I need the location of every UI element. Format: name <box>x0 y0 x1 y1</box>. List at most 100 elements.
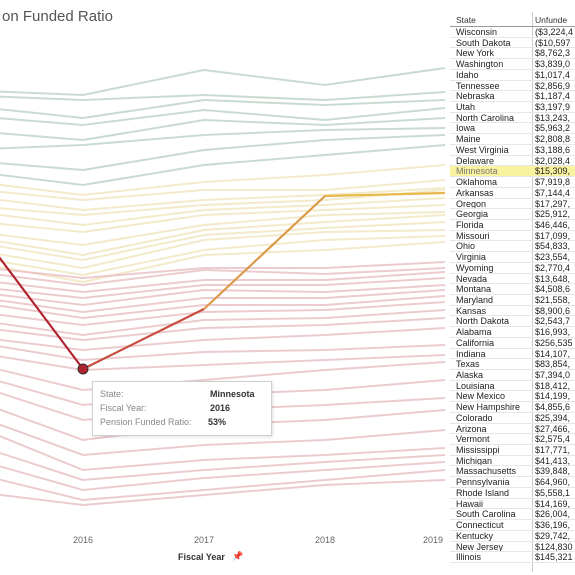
table-row[interactable]: Nevada $13,648, <box>450 274 575 285</box>
table-row[interactable]: Arkansas $7,144,4 <box>450 188 575 199</box>
pin-icon[interactable]: 📌 <box>232 551 244 561</box>
table-row[interactable]: Minnesota $15,309, <box>450 166 575 178</box>
table-row[interactable]: Missouri $17,099, <box>450 231 575 242</box>
background-series-line[interactable] <box>0 277 446 300</box>
table-row[interactable]: Delaware $2,028,4 <box>450 156 575 167</box>
background-series-line[interactable] <box>0 440 446 482</box>
table-row[interactable]: New Jersey $124,830 <box>450 542 575 553</box>
table-row[interactable]: Florida $46,446, <box>450 220 575 231</box>
background-series-line[interactable] <box>0 284 446 307</box>
background-series-line[interactable] <box>0 197 446 227</box>
table-row[interactable]: Alaska $7,394,0 <box>450 370 575 381</box>
background-series-line[interactable] <box>0 235 446 277</box>
table-row[interactable]: Georgia $25,912, <box>450 209 575 220</box>
background-series-line[interactable] <box>0 469 446 502</box>
background-series-line[interactable] <box>0 455 446 492</box>
table-row[interactable]: Louisiana $18,412, <box>450 381 575 392</box>
background-series-line[interactable] <box>0 360 446 392</box>
background-series-line[interactable] <box>0 214 446 257</box>
table-row[interactable]: North Dakota $2,543,7 <box>450 316 575 328</box>
table-row[interactable]: Indiana $14,107, <box>450 349 575 360</box>
table-row[interactable]: Maryland $21,558, <box>450 295 575 306</box>
background-series-line[interactable] <box>0 410 446 457</box>
table-row[interactable]: Massachusetts $39,848, <box>450 466 575 478</box>
background-series-line[interactable] <box>0 479 446 507</box>
highlighted-series-line[interactable] <box>0 191 446 375</box>
table-row[interactable]: Oklahoma $7,919,8 <box>450 177 575 188</box>
table-row[interactable]: Hawaii $14,169, <box>450 499 575 510</box>
table-row[interactable]: South Dakota ($10,597 <box>450 38 575 49</box>
table-row[interactable]: New York $8,762,3 <box>450 48 575 60</box>
background-series-line[interactable] <box>0 350 446 372</box>
table-row[interactable]: Kentucky $29,742, <box>450 531 575 542</box>
background-series-line[interactable] <box>0 420 446 472</box>
background-series-line[interactable] <box>0 189 446 217</box>
background-series-line[interactable] <box>0 221 446 262</box>
table-row[interactable]: Illinois $145,321 <box>450 552 575 563</box>
table-row[interactable]: Texas $83,854, <box>450 359 575 370</box>
background-series-line[interactable] <box>0 309 446 337</box>
highlighted-series-segment[interactable] <box>82 308 205 370</box>
table-row[interactable]: Ohio $54,833, <box>450 241 575 253</box>
background-series-line[interactable] <box>0 107 446 127</box>
background-series-line[interactable] <box>0 340 446 362</box>
table-row[interactable]: Tennessee $2,856,9 <box>450 81 575 92</box>
table-row[interactable]: South Carolina $26,004, <box>450 509 575 521</box>
table-row[interactable]: Kansas $8,900,6 <box>450 306 575 317</box>
background-series-line[interactable] <box>0 271 446 294</box>
background-series-line[interactable] <box>0 91 446 102</box>
highlighted-series-segment[interactable] <box>324 191 446 198</box>
table-row[interactable]: California $256,535 <box>450 338 575 349</box>
chart-title: on Funded Ratio <box>2 8 113 25</box>
table-row[interactable]: Montana $4,508,6 <box>450 284 575 295</box>
background-series-line[interactable] <box>0 187 446 212</box>
state-cell: Missouri <box>456 230 490 241</box>
table-row[interactable]: West Virginia $3,188,6 <box>450 145 575 156</box>
background-series-line[interactable] <box>0 127 446 150</box>
table-row[interactable]: Oregon $17,297, <box>450 199 575 210</box>
background-series-line[interactable] <box>0 98 446 120</box>
background-series-line[interactable] <box>0 211 446 247</box>
table-row[interactable]: Connecticut $36,196, <box>450 520 575 531</box>
background-series-line[interactable] <box>0 261 446 280</box>
background-series-line[interactable] <box>0 67 446 97</box>
table-row[interactable]: Nebraska $1,187,4 <box>450 91 575 103</box>
unfunded-cell: $26,004, <box>535 509 571 520</box>
table-row[interactable]: North Carolina $13,243, <box>450 113 575 124</box>
table-row[interactable]: Mississippi $17,771, <box>450 445 575 456</box>
table-row[interactable]: New Hampshire $4,855,6 <box>450 402 575 413</box>
table-row[interactable]: Vermont $2,575,4 <box>450 434 575 446</box>
table-row[interactable]: Michigan $41,413, <box>450 456 575 467</box>
table-row[interactable]: Utah $3,197,9 <box>450 102 575 113</box>
background-series-line[interactable] <box>0 204 446 234</box>
background-series-line[interactable] <box>0 229 446 270</box>
background-series-line[interactable] <box>0 164 446 197</box>
table-row[interactable]: Alabama $16,993, <box>450 327 575 338</box>
highlighted-series-segment[interactable] <box>0 245 84 370</box>
background-series-line[interactable] <box>0 327 446 352</box>
table-row[interactable]: Pennsylvania $64,960, <box>450 477 575 488</box>
table-row[interactable]: Colorado $25,394, <box>450 413 575 424</box>
background-series-line[interactable] <box>0 134 446 172</box>
table-row[interactable]: Virginia $23,554, <box>450 252 575 263</box>
unfunded-cell: $124,830 <box>535 541 573 552</box>
table-row[interactable]: New Mexico $14,199, <box>450 391 575 403</box>
highlighted-series-segment[interactable] <box>203 195 326 310</box>
background-series-line[interactable] <box>0 144 446 187</box>
table-row[interactable]: Washington $3,839,0 <box>450 59 575 70</box>
table-row[interactable]: Arizona $27,466, <box>450 424 575 435</box>
table-row[interactable]: Rhode Island $5,558,1 <box>450 488 575 499</box>
table-row[interactable]: Idaho $1,017,4 <box>450 70 575 81</box>
background-series-line[interactable] <box>0 289 446 314</box>
background-series-line[interactable] <box>0 301 446 327</box>
table-row[interactable]: Maine $2,808,8 <box>450 134 575 145</box>
background-series-line[interactable] <box>0 295 446 320</box>
background-series-line[interactable] <box>0 117 446 142</box>
background-series-line[interactable] <box>0 179 446 202</box>
highlighted-point-2016[interactable] <box>77 363 89 375</box>
table-row[interactable]: Iowa $5,963,2 <box>450 123 575 135</box>
background-series-line[interactable] <box>0 317 446 342</box>
table-row[interactable]: Wyoming $2,770,4 <box>450 263 575 274</box>
background-series-line[interactable] <box>0 267 446 287</box>
table-row[interactable]: Wisconsin ($3,224,4 <box>450 27 575 38</box>
